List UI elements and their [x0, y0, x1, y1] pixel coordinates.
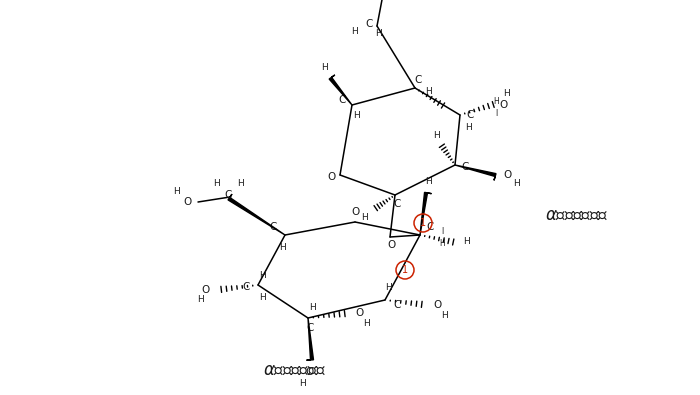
- Text: I: I: [441, 226, 443, 235]
- Text: H: H: [173, 188, 179, 196]
- Text: $\alpha$－グルコース: $\alpha$－グルコース: [545, 206, 608, 224]
- Text: H: H: [465, 122, 471, 132]
- Text: H: H: [442, 310, 449, 320]
- Text: H: H: [299, 380, 305, 389]
- Text: $\alpha$－グルコース: $\alpha$－グルコース: [263, 361, 327, 379]
- Text: C: C: [270, 222, 276, 232]
- Text: C: C: [224, 190, 232, 200]
- Text: O: O: [202, 285, 210, 295]
- Polygon shape: [420, 192, 431, 235]
- Text: O: O: [433, 300, 441, 310]
- Text: C: C: [365, 19, 372, 29]
- Text: H: H: [237, 179, 244, 188]
- Text: H: H: [197, 295, 204, 305]
- Text: H: H: [213, 179, 219, 188]
- Text: 1: 1: [420, 218, 426, 228]
- Text: O: O: [503, 170, 511, 180]
- Text: 1: 1: [402, 265, 408, 275]
- Text: H: H: [384, 284, 391, 293]
- Polygon shape: [307, 318, 314, 360]
- Text: H: H: [260, 271, 267, 280]
- Text: H: H: [376, 30, 382, 38]
- Polygon shape: [228, 194, 285, 235]
- Text: H: H: [514, 179, 520, 188]
- Text: C: C: [426, 222, 434, 232]
- Text: H: H: [260, 293, 267, 301]
- Text: O: O: [306, 367, 314, 377]
- Text: O: O: [327, 172, 335, 182]
- Polygon shape: [329, 75, 352, 105]
- Text: H: H: [363, 320, 370, 329]
- Text: I: I: [495, 109, 497, 117]
- Text: H: H: [426, 88, 433, 96]
- Text: C: C: [393, 300, 400, 310]
- Text: H: H: [321, 62, 328, 71]
- Text: O: O: [184, 197, 192, 207]
- Text: O: O: [388, 240, 396, 250]
- Text: H: H: [463, 237, 470, 246]
- Text: H: H: [354, 111, 360, 120]
- Text: O: O: [356, 308, 364, 318]
- Text: H: H: [433, 130, 440, 139]
- Text: H: H: [439, 239, 445, 248]
- Text: O: O: [351, 207, 359, 217]
- Text: C: C: [242, 282, 250, 292]
- Text: H: H: [493, 96, 499, 105]
- Text: H: H: [309, 303, 316, 312]
- Text: C: C: [461, 162, 469, 172]
- Text: H: H: [362, 213, 368, 222]
- Text: C: C: [466, 110, 474, 120]
- Text: H: H: [351, 28, 358, 36]
- Polygon shape: [455, 165, 496, 181]
- Text: H: H: [503, 88, 510, 98]
- Text: H: H: [425, 177, 431, 186]
- Text: C: C: [414, 75, 421, 85]
- Text: H: H: [279, 243, 286, 252]
- Text: O: O: [500, 100, 508, 110]
- Text: C: C: [338, 95, 346, 105]
- Text: C: C: [393, 199, 400, 209]
- Text: C: C: [307, 323, 314, 333]
